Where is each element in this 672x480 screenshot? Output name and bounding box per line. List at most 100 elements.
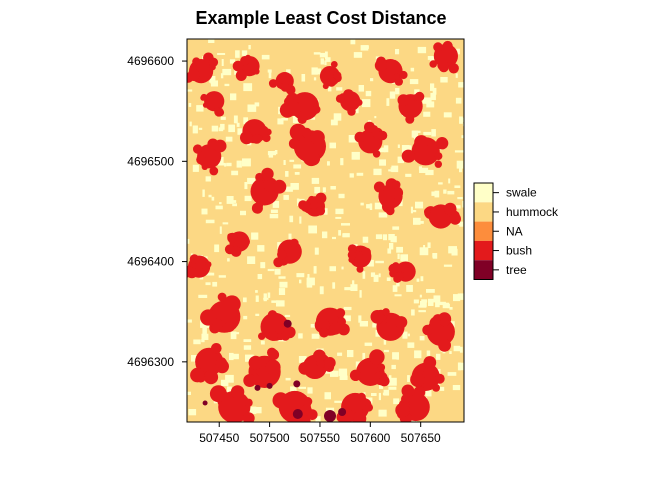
swale-cell xyxy=(383,338,387,345)
bush-patch xyxy=(253,68,260,75)
bush-patch xyxy=(401,384,415,398)
swale-cell xyxy=(255,290,258,293)
swale-cell xyxy=(298,333,303,339)
bush-patch xyxy=(258,125,269,137)
swale-cell xyxy=(418,305,427,308)
swale-cell xyxy=(188,409,197,416)
swale-cell xyxy=(187,391,191,395)
swale-cell xyxy=(229,352,234,361)
swale-cell xyxy=(426,350,431,356)
bush-patch xyxy=(187,270,191,278)
swale-cell xyxy=(456,160,464,169)
bush-patch xyxy=(435,137,449,150)
swale-cell xyxy=(232,203,237,207)
swale-cell xyxy=(229,59,236,64)
swale-cell xyxy=(242,158,251,167)
x-tick-label: 507500 xyxy=(250,431,290,445)
swale-cell xyxy=(226,162,232,167)
bush-patch xyxy=(372,150,381,158)
bush-patch xyxy=(392,262,400,270)
bush-patch xyxy=(438,338,451,352)
swale-cell xyxy=(426,289,435,293)
bush-patch xyxy=(217,292,227,302)
y-axis: 4696300 4696400 4696500 4696600 xyxy=(127,54,187,369)
swale-cell xyxy=(255,295,259,302)
bush-patch xyxy=(272,392,289,409)
swale-cell xyxy=(272,201,280,208)
bush-patch xyxy=(241,237,250,246)
swale-cell xyxy=(271,300,279,303)
swale-cell xyxy=(243,315,248,320)
swale-cell xyxy=(254,102,260,107)
bush-patch xyxy=(385,206,395,216)
swale-cell xyxy=(307,387,313,394)
bush-patch xyxy=(355,99,363,106)
swale-cell xyxy=(248,406,257,414)
swale-cell xyxy=(396,353,399,360)
bush-patch xyxy=(414,135,429,150)
swale-cell xyxy=(255,313,260,316)
swale-cell xyxy=(360,202,364,206)
legend-swatch-bush xyxy=(474,240,493,261)
bush-patch xyxy=(344,89,350,96)
bush-patch xyxy=(303,397,313,406)
swale-cell xyxy=(201,339,205,343)
swale-cell xyxy=(459,346,463,353)
swale-cell xyxy=(253,407,262,414)
bush-patch xyxy=(434,152,443,161)
bush-patch xyxy=(390,186,404,200)
bush-patch xyxy=(324,66,331,73)
swale-cell xyxy=(322,187,326,193)
swale-cell xyxy=(319,52,327,58)
swale-cell xyxy=(244,195,252,202)
swale-cell xyxy=(447,372,457,376)
bush-patch xyxy=(349,369,362,381)
swale-cell xyxy=(419,167,429,173)
bush-patch xyxy=(267,330,278,341)
bush-patch xyxy=(203,370,219,385)
swale-cell xyxy=(423,131,432,136)
swale-cell xyxy=(310,324,318,328)
swale-cell xyxy=(423,245,426,250)
swale-cell xyxy=(330,186,336,190)
bush-patch xyxy=(248,355,263,370)
swale-cell xyxy=(457,362,462,371)
swale-cell xyxy=(198,294,208,298)
bush-patch xyxy=(374,59,388,72)
swale-cell xyxy=(410,206,413,214)
swale-cell xyxy=(389,91,396,99)
swale-cell xyxy=(372,323,381,328)
swale-cell xyxy=(410,67,415,72)
swale-cell xyxy=(370,272,376,277)
swale-cell xyxy=(395,49,400,55)
swale-cell xyxy=(222,68,232,76)
swale-cell xyxy=(243,345,252,350)
swale-cell xyxy=(440,77,448,83)
swale-cell xyxy=(392,352,399,360)
bush-patch xyxy=(394,77,403,86)
swale-cell xyxy=(314,247,319,255)
bush-patch xyxy=(432,384,440,392)
bush-patch xyxy=(208,57,219,67)
bush-patch xyxy=(268,349,280,361)
swale-cell xyxy=(231,170,239,176)
swale-cell xyxy=(214,244,220,253)
swale-cell xyxy=(192,164,199,172)
swale-cell xyxy=(251,232,259,240)
swale-cell xyxy=(217,162,226,166)
swale-cell xyxy=(236,160,242,168)
swale-cell xyxy=(455,205,461,209)
bush-patch xyxy=(315,192,327,204)
swale-cell xyxy=(283,194,289,200)
swale-cell xyxy=(243,339,252,342)
bush-patch xyxy=(242,412,255,422)
bush-patch xyxy=(290,238,299,248)
swale-cell xyxy=(327,161,330,166)
swale-cell xyxy=(378,273,381,278)
bush-patch xyxy=(244,54,252,62)
tree-patch xyxy=(338,408,347,416)
swale-cell xyxy=(366,204,372,209)
swale-cell xyxy=(389,375,392,379)
bush-patch xyxy=(315,206,326,216)
tree-patch xyxy=(266,382,273,389)
